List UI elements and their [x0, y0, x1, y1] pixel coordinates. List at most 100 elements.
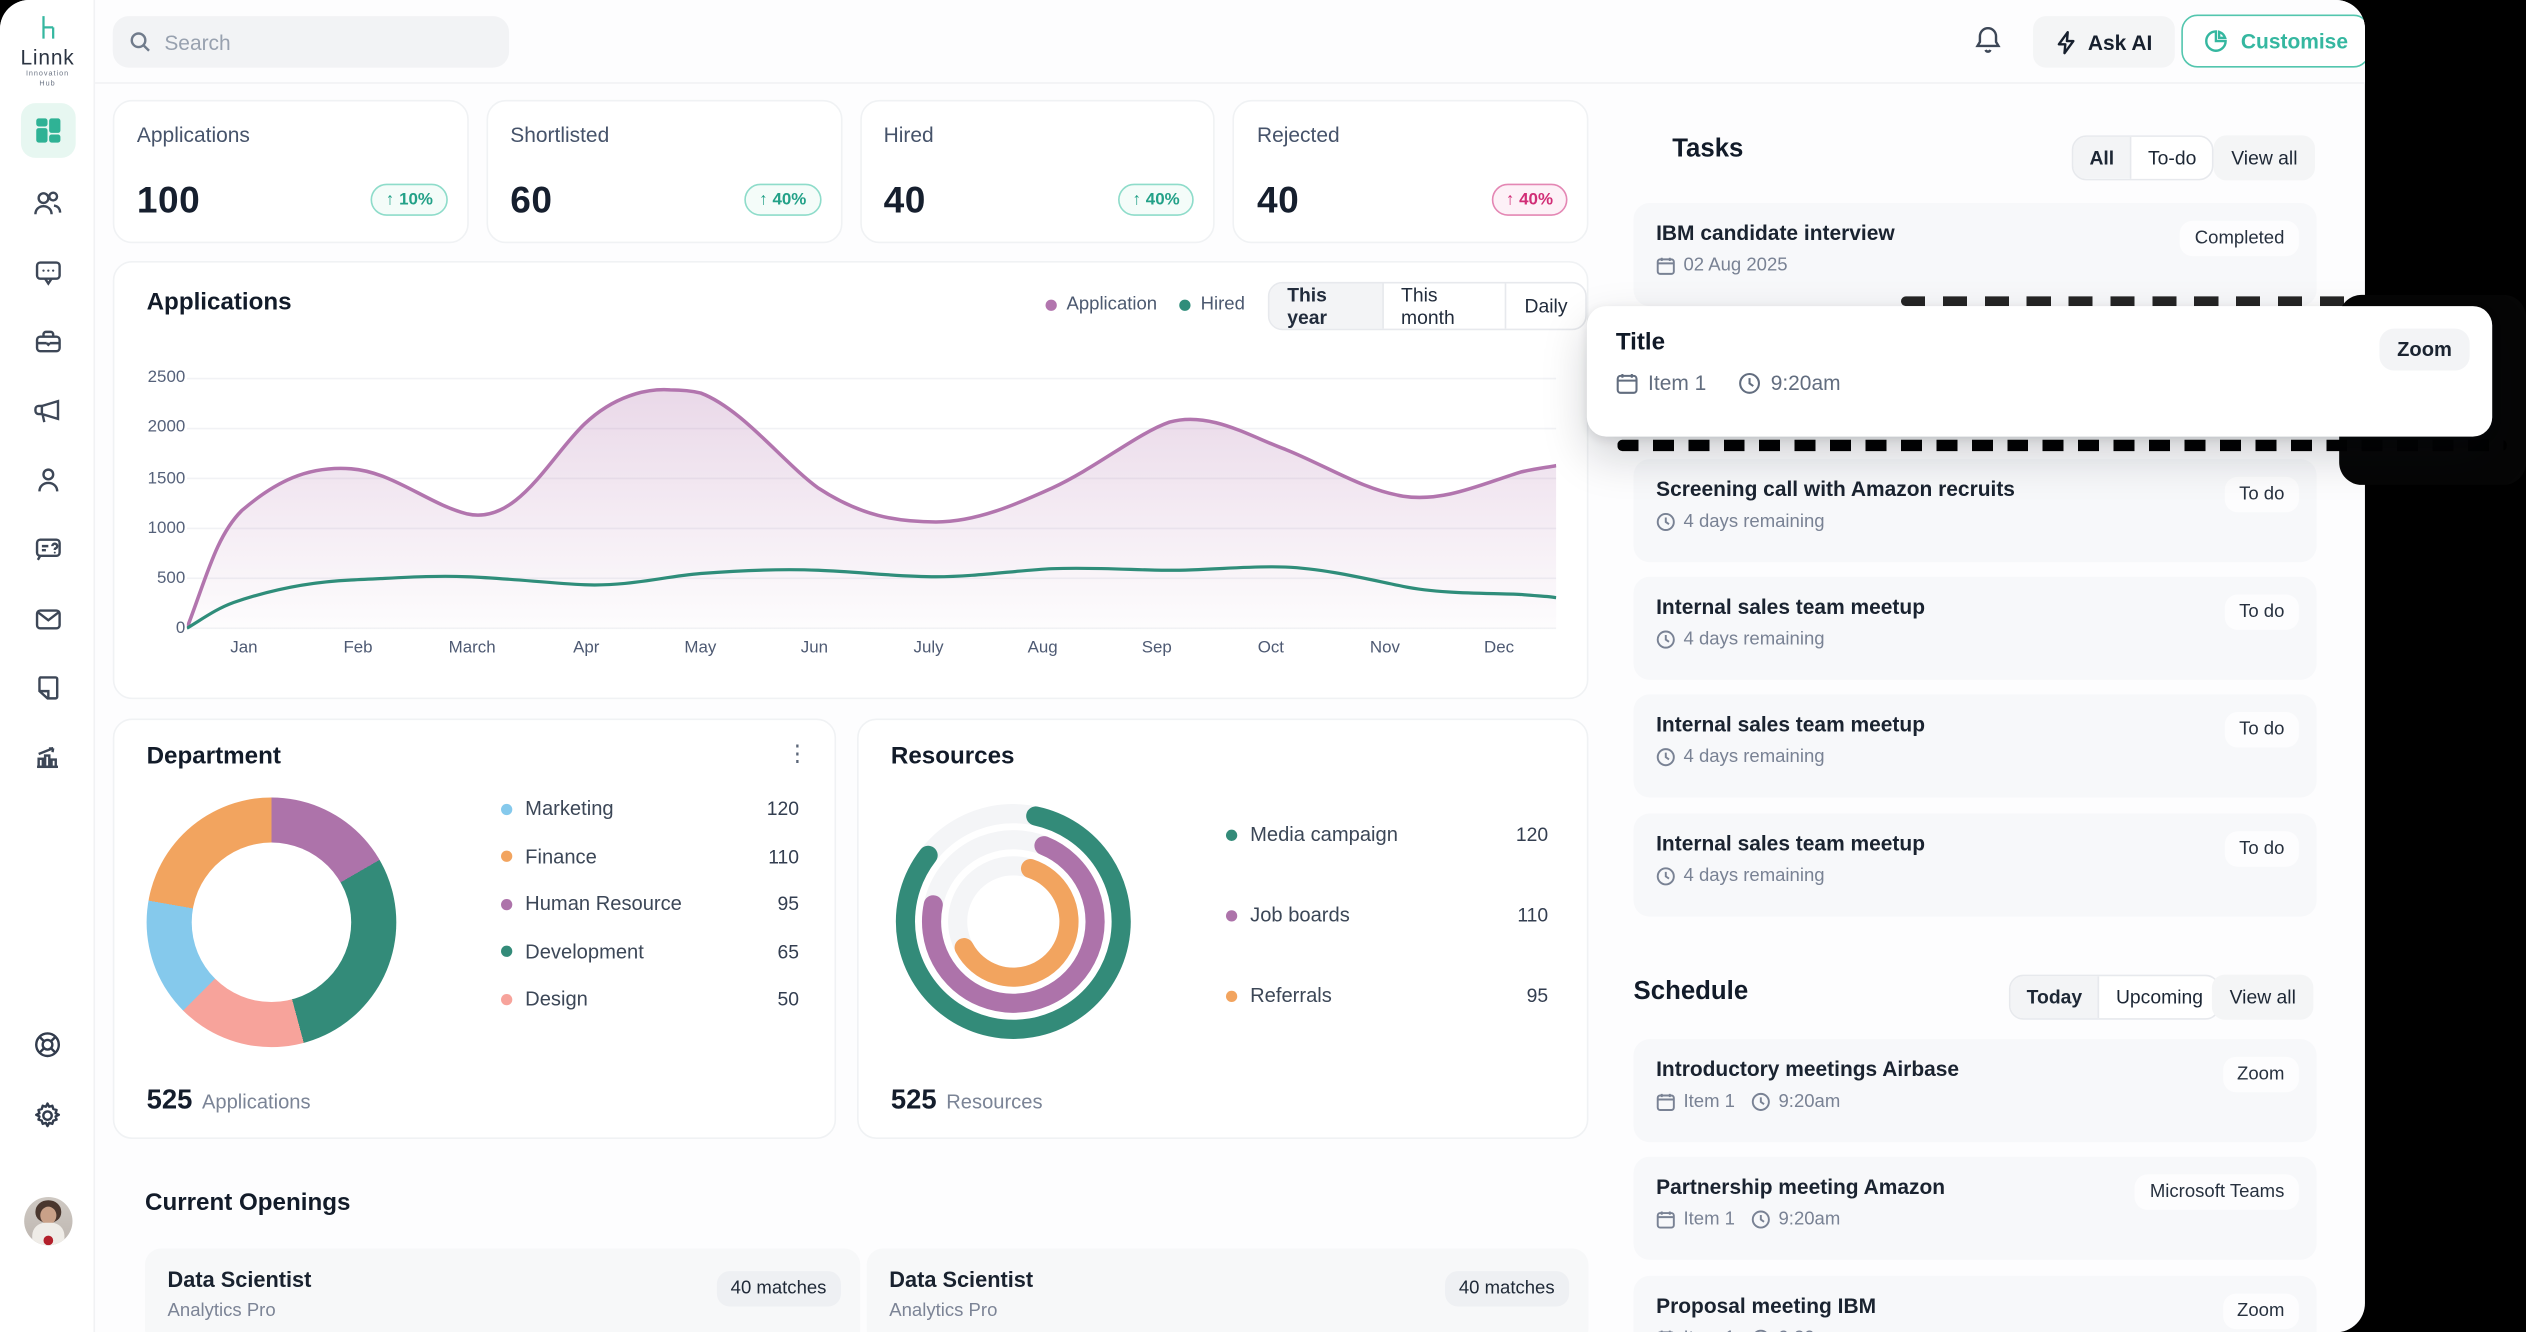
legend-row: Design 50 — [501, 988, 799, 1010]
logo-tagline1: Innovation — [25, 69, 70, 78]
department-title: Department — [146, 742, 281, 771]
opening-matches-badge: 40 matches — [1444, 1271, 1570, 1307]
tasks-filter-all[interactable]: All — [2073, 136, 2132, 179]
stat-delta-badge: ↑ 40% — [1118, 183, 1195, 216]
sidebar-item-messages[interactable] — [20, 248, 75, 296]
opening-card[interactable]: Data Scientist Analytics Pro 40 matches — [866, 1248, 1589, 1332]
tab-this-year[interactable]: This year — [1269, 283, 1384, 329]
sidebar-bottom — [0, 1020, 95, 1246]
task-row[interactable]: Internal sales team meetup 4 days remain… — [1633, 813, 2317, 917]
opening-card[interactable]: Data Scientist Analytics Pro 40 matches — [144, 1248, 861, 1332]
resources-title: Resources — [890, 742, 1015, 771]
opening-subtitle: Analytics Pro — [889, 1301, 998, 1322]
avatar-flower — [42, 1235, 53, 1246]
task-status-badge: To do — [2224, 476, 2299, 513]
schedule-title: Schedule — [1633, 977, 1749, 1006]
sidebar-item-people[interactable] — [20, 179, 75, 227]
schedule-row[interactable]: Partnership meeting Amazon Item 1 9:20am… — [1633, 1156, 2317, 1260]
sidebar-item-settings[interactable] — [20, 1091, 75, 1139]
opening-matches-badge: 40 matches — [716, 1271, 841, 1307]
app-logo: Linnk Innovation Hub — [0, 13, 95, 87]
sidebar-item-analytics[interactable] — [20, 733, 75, 781]
stat-label: Rejected — [1256, 122, 1340, 147]
schedule-row[interactable]: Proposal meeting IBM Item 1 9:20am Zoom — [1633, 1275, 2317, 1332]
document-icon — [37, 676, 58, 700]
opening-title: Data Scientist — [889, 1267, 1034, 1293]
tab-daily[interactable]: Daily — [1524, 294, 1568, 318]
avatar-body — [31, 1222, 64, 1246]
hired-line — [186, 565, 1557, 630]
stat-value: 40 — [1256, 178, 1300, 221]
task-row[interactable]: Internal sales team meetup 4 days remain… — [1633, 694, 2317, 798]
clock-icon — [1656, 867, 1675, 886]
up-arrow-icon: ↑ — [759, 190, 768, 210]
tasks-view-all-button[interactable]: View all — [2213, 135, 2316, 181]
schedule-item-meta: Item 1 9:20am — [1656, 1092, 2294, 1112]
resources-card: Resources Media campaign 120 Job boards 11… — [857, 718, 1589, 1139]
search-input[interactable]: Search — [112, 16, 510, 68]
stat-label: Applications — [136, 122, 250, 147]
legend-dot — [501, 945, 513, 957]
schedule-row[interactable]: Introductory meetings Airbase Item 1 9:2… — [1633, 1039, 2317, 1143]
schedule-item-meta: Item 1 9:20am — [1656, 1329, 2294, 1332]
sidebar-item-mail[interactable] — [20, 594, 75, 642]
schedule-filter-today[interactable]: Today — [2010, 976, 2100, 1019]
schedule-view-all-button[interactable]: View all — [2211, 974, 2314, 1020]
notifications-button[interactable] — [1973, 24, 2002, 56]
sidebar-item-help[interactable] — [20, 1020, 75, 1068]
legend-dot — [501, 898, 513, 910]
stat-card-hired: Hired 40 ↑ 40% — [859, 99, 1216, 244]
logo-name: Linnk — [20, 45, 75, 70]
sidebar-item-dashboard[interactable] — [20, 103, 75, 158]
sidebar-item-jobs[interactable] — [20, 317, 75, 365]
stat-card-applications: Applications 100 ↑ 10% — [112, 99, 469, 244]
sidebar-item-documents[interactable] — [20, 664, 75, 712]
schedule-filter-upcoming[interactable]: Upcoming — [2115, 985, 2204, 1009]
legend-row: Marketing 120 — [501, 797, 799, 820]
drag-overlay-card[interactable]: Title Item 1 9:20am Zoom — [1586, 306, 2493, 437]
overlay-meta: Item 1 9:20am — [1616, 371, 2463, 395]
opening-title: Data Scientist — [167, 1267, 312, 1293]
legend-dot — [1225, 909, 1238, 921]
kebab-menu-icon[interactable]: ⋮ — [786, 739, 809, 766]
legend-row: Referrals 95 — [1225, 984, 1548, 1007]
task-row[interactable]: Screening call with Amazon recruits 4 da… — [1633, 459, 2317, 563]
bar-chart-icon — [37, 747, 58, 769]
task-status-badge: Completed — [2180, 220, 2299, 257]
ask-ai-label: Ask AI — [2087, 29, 2153, 54]
task-status-badge: To do — [2224, 831, 2299, 867]
sidebar-item-announcements[interactable] — [20, 387, 75, 435]
stat-value: 60 — [510, 178, 553, 221]
sidebar-item-enquiries[interactable] — [20, 525, 75, 573]
task-meta: 4 days remaining — [1656, 512, 2294, 532]
clock-icon — [1739, 372, 1761, 394]
resources-total: 525 Resources — [890, 1084, 1043, 1115]
y-tick: 1500 — [147, 468, 186, 489]
tasks-filter-todo[interactable]: To-do — [2148, 146, 2197, 170]
up-arrow-icon: ↑ — [1505, 190, 1515, 210]
legend-row: Finance 110 — [501, 845, 799, 868]
tab-this-month[interactable]: This month — [1383, 283, 1507, 329]
task-row[interactable]: Internal sales team meetup 4 days remain… — [1633, 576, 2317, 680]
calendar-icon — [1656, 1093, 1675, 1111]
task-row[interactable]: IBM candidate interview 02 Aug 2025 Comp… — [1633, 202, 2317, 307]
department-card: Department ⋮ Marketing 120 Finance 110 Hum… — [112, 718, 837, 1139]
help-icon — [35, 1031, 61, 1057]
customise-button[interactable]: Customise — [2181, 14, 2365, 68]
x-axis-months: Jan Feb March Apr May Jun July Aug Sep Oct No… — [230, 637, 1515, 658]
ask-ai-button[interactable]: Ask AI — [2033, 16, 2175, 68]
up-arrow-icon: ↑ — [1132, 190, 1141, 210]
sidebar-item-candidates[interactable] — [20, 456, 75, 504]
stat-delta-badge: ↑ 40% — [744, 183, 821, 216]
legend-hired: Hired — [1179, 295, 1245, 314]
legend-row: Development 65 — [501, 940, 799, 963]
legend-dot-application — [1045, 298, 1057, 311]
stat-card-shortlisted: Shortlisted 60 ↑ 40% — [486, 99, 842, 244]
calendar-icon — [1658, 1330, 1674, 1332]
schedule-item-title: Proposal meeting IBM — [1656, 1293, 1877, 1318]
application-area — [186, 389, 1557, 629]
user-avatar[interactable] — [23, 1196, 72, 1246]
sidebar: Linnk Innovation Hub — [0, 0, 96, 1332]
department-legend: Marketing 120 Finance 110 Human Resource 95… — [501, 797, 799, 1010]
